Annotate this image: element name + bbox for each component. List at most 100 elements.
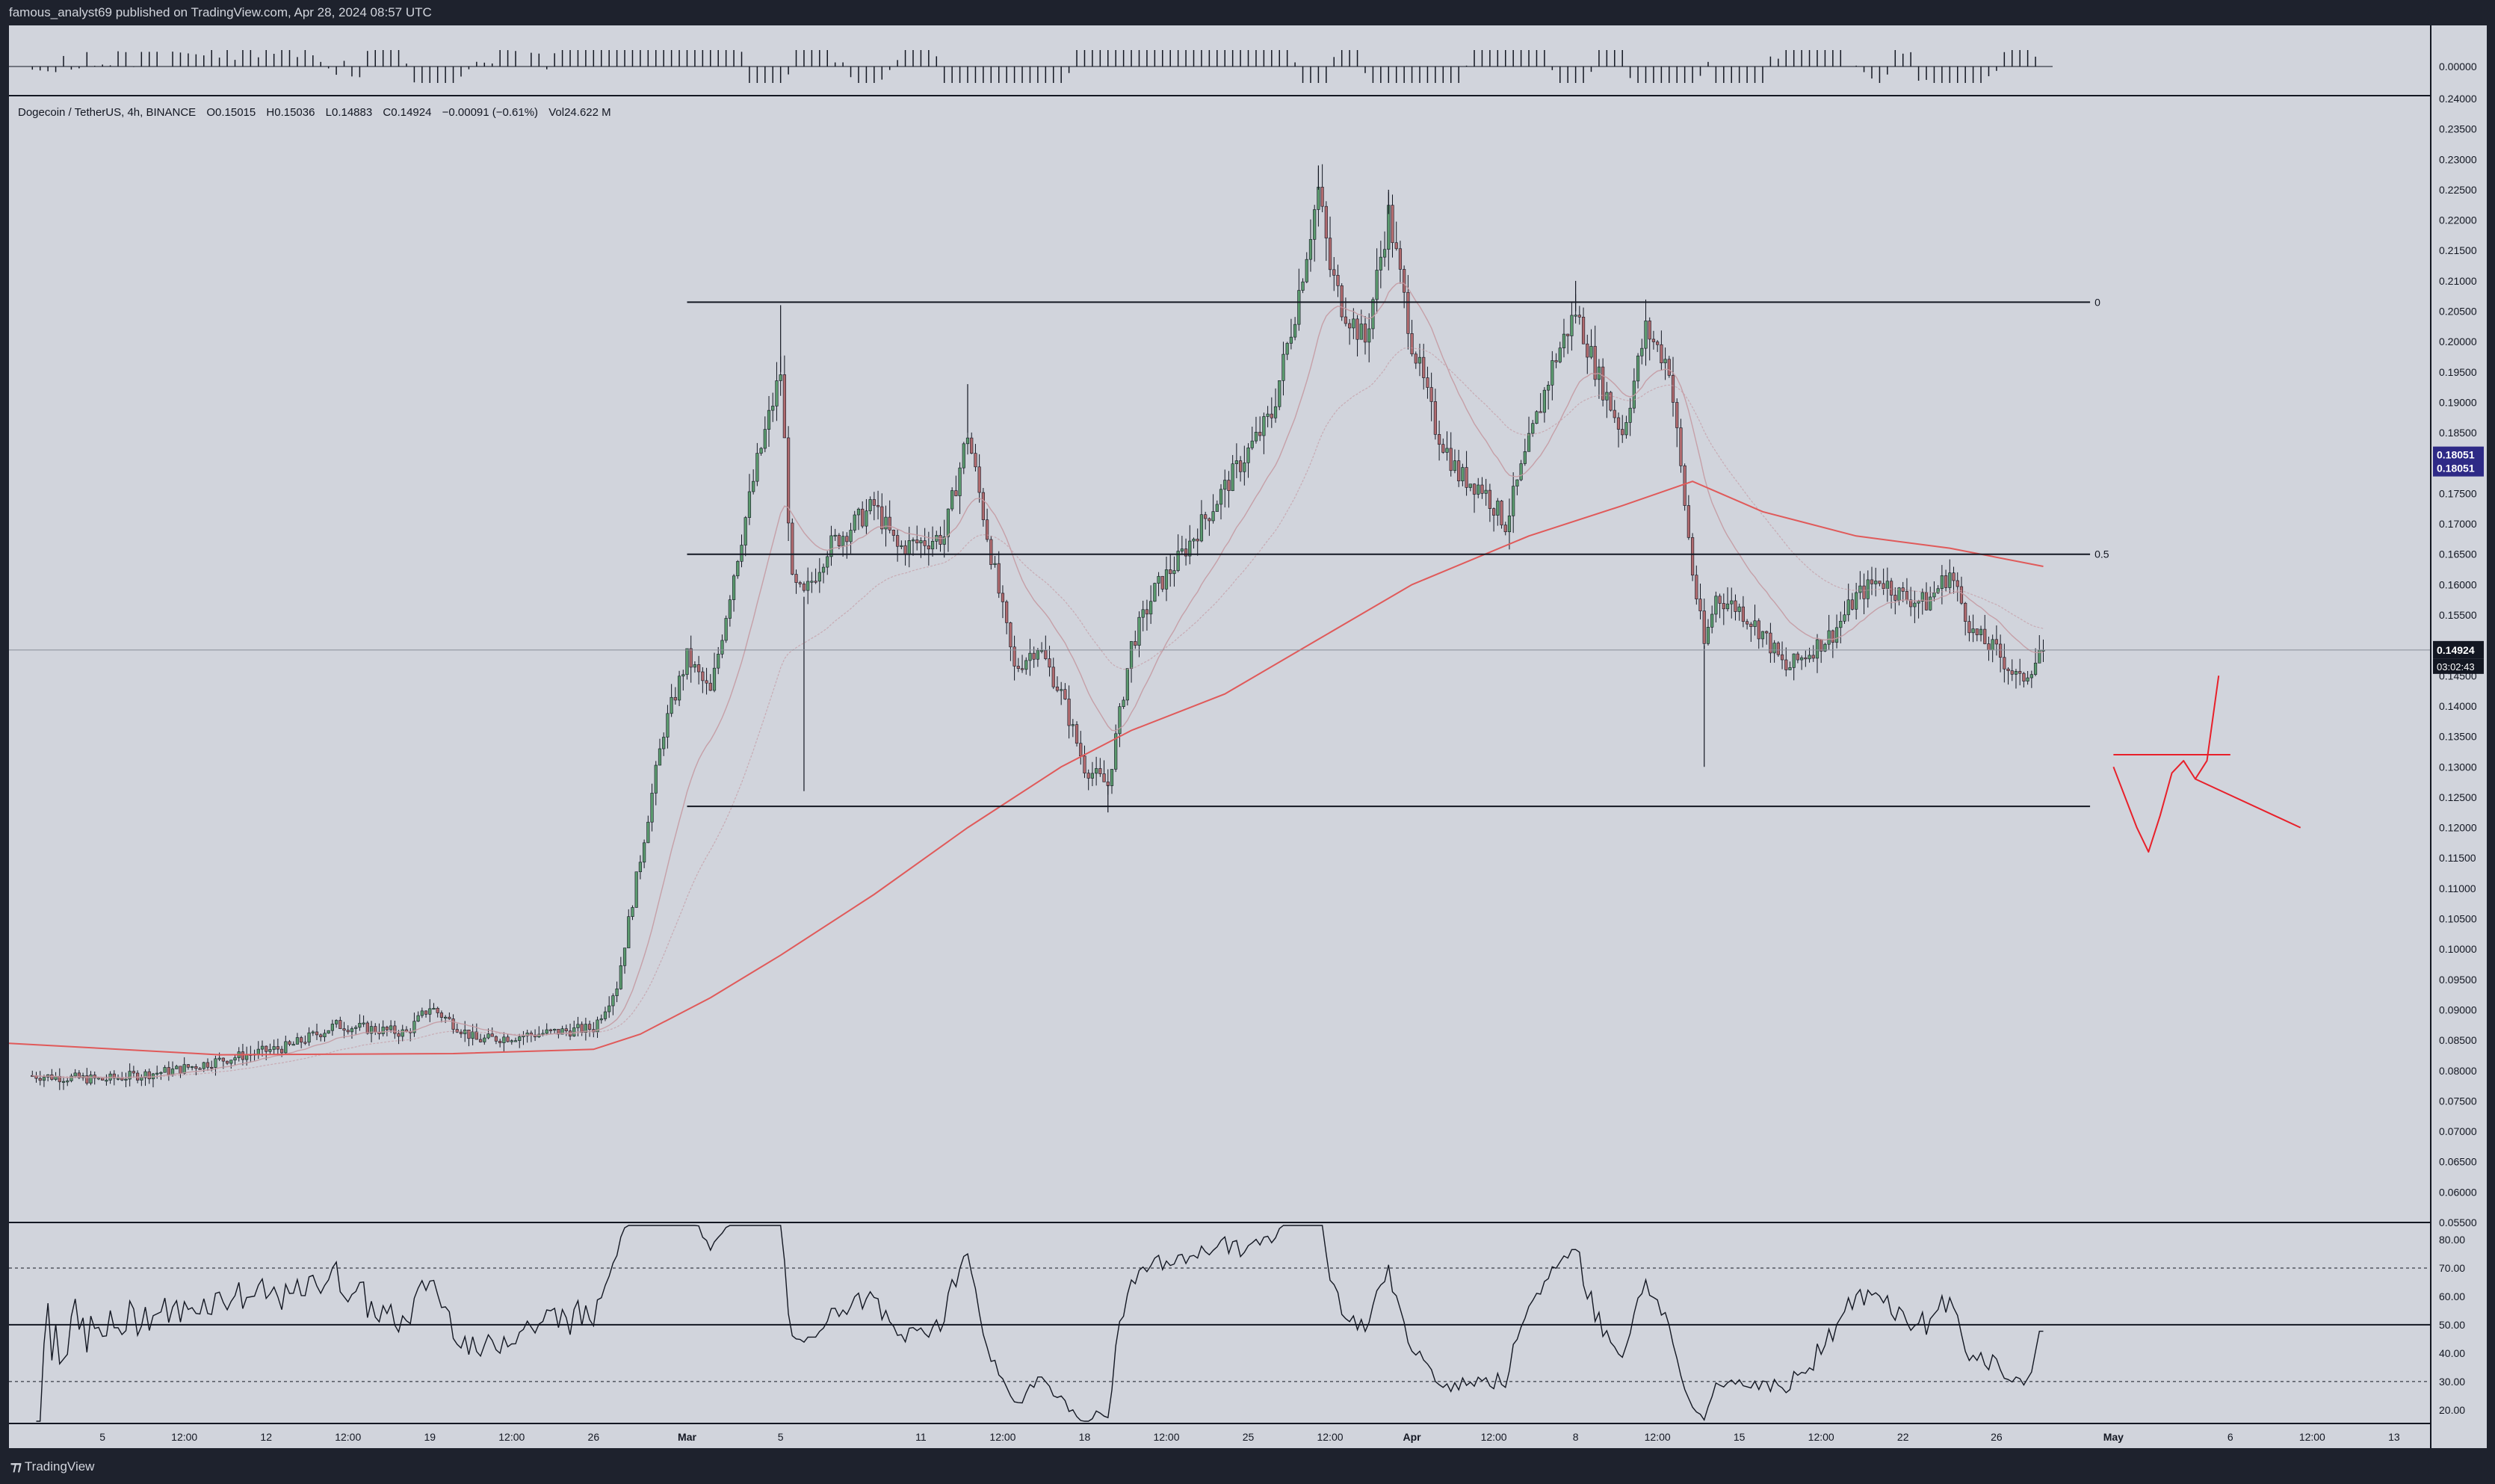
price-tick-label: 0.16000 [2439, 578, 2477, 590]
candle-body [1305, 259, 1308, 282]
candle-body [1971, 628, 1975, 634]
candle-body [985, 519, 989, 540]
candle-body [1542, 389, 1547, 413]
candle-body [576, 1024, 580, 1028]
candle-body [1866, 579, 1870, 599]
candle-body [210, 1066, 214, 1069]
candle-body [1367, 328, 1371, 343]
candle-body [759, 448, 763, 454]
candle-body [1628, 407, 1632, 423]
price-tick-label: 0.08500 [2439, 1034, 2477, 1046]
price-tick-label: 0.14000 [2439, 700, 2477, 712]
candle-body [1706, 627, 1710, 644]
candle-body [1929, 596, 1932, 610]
candle-body [1496, 501, 1500, 516]
candle-body [720, 640, 724, 655]
candle-body [1468, 483, 1472, 488]
candle-body [1227, 480, 1231, 491]
candle-body [677, 675, 681, 701]
candle-body [1671, 375, 1675, 403]
candle-body [1063, 689, 1067, 699]
price-axis[interactable]: 0.24000 0.23500 0.23000 0.22500 0.22000 0.215… [2430, 25, 2487, 1448]
candle-body [2003, 657, 2006, 670]
candle-body [1640, 347, 1644, 356]
candle-body [993, 563, 997, 566]
candle-body [229, 1060, 233, 1064]
candle-body [861, 508, 865, 527]
candle-body [1110, 769, 1114, 786]
candle-body [1044, 650, 1048, 659]
candle-body [1554, 360, 1558, 362]
candle-body [693, 664, 697, 668]
candle-body [1784, 659, 1788, 670]
time-tick-label: 19 [424, 1431, 436, 1443]
candle-body [1613, 409, 1616, 418]
candle-body [1815, 639, 1820, 659]
ma-20-line [32, 282, 2044, 1079]
candle-body [891, 530, 896, 536]
publish-bar: famous_analyst69 published on TradingVie… [0, 0, 2495, 25]
price-tick-label: 0.08000 [2439, 1065, 2477, 1077]
candle-body [140, 1077, 143, 1080]
rsi-tick-label: 70.00 [2439, 1262, 2465, 1274]
candle-body [1870, 579, 1874, 584]
candle-body [245, 1054, 249, 1060]
candle-body [1686, 505, 1690, 538]
oscillator-pane [9, 50, 2053, 83]
fib-level-label: 0.5 [2094, 548, 2109, 560]
candle-body [1991, 639, 1994, 651]
candle-body [1137, 616, 1141, 646]
candle-body [927, 545, 930, 550]
candle-body [896, 535, 900, 547]
candle-body [545, 1029, 548, 1034]
candle-body [1507, 516, 1512, 533]
candle-body [1375, 270, 1379, 300]
candle-body [1718, 596, 1722, 604]
candle-body [1959, 586, 1964, 604]
candle-body [1765, 631, 1769, 634]
candle-body [865, 510, 868, 527]
candle-body [1016, 666, 1020, 670]
candle-body [821, 566, 826, 573]
candle-body [205, 1062, 210, 1068]
candle-body [1301, 281, 1305, 291]
time-tick-label: 12:00 [2299, 1431, 2325, 1443]
candle-body [1820, 639, 1823, 652]
candle-body [260, 1045, 265, 1050]
candle-body [1944, 575, 1948, 588]
candle-body [1196, 539, 1199, 542]
candle-body [1308, 239, 1313, 260]
candle-body [907, 540, 911, 554]
candle-body [802, 584, 806, 591]
candle-body [826, 556, 829, 568]
candle-body [619, 965, 622, 989]
candle-body [350, 1028, 354, 1033]
candle-body [1551, 360, 1554, 386]
candle-body [1675, 402, 1679, 428]
candle-body [1917, 601, 1920, 604]
candle-body [685, 648, 689, 675]
candle-body [467, 1029, 471, 1039]
candle-body [872, 499, 876, 506]
candle-body [1188, 540, 1192, 557]
candle-body [439, 1012, 444, 1018]
candle-body [319, 1034, 323, 1037]
candle-body [1823, 643, 1827, 652]
candle-body [962, 443, 965, 469]
candle-body [1313, 209, 1317, 240]
tradingview-logo[interactable]: ⁊⁊ TradingView [10, 1459, 94, 1474]
candle-body [2029, 674, 2033, 678]
candle-body [1102, 773, 1106, 782]
candle-body [845, 536, 849, 542]
candle-body [666, 713, 670, 738]
candle-body [389, 1025, 393, 1030]
candle-body [1176, 551, 1180, 571]
candle-body [1437, 434, 1441, 445]
time-axis[interactable]: 5 12:00 12 12:00 19 12:00 26 Mar 5 11 12:00 18 12:00… [9, 1423, 2430, 1450]
candle-body [73, 1072, 77, 1077]
candle-body [354, 1027, 358, 1029]
candle-body [1406, 291, 1410, 334]
candle-body [970, 437, 974, 454]
chart-area[interactable]: 0 0.5 [9, 25, 2430, 1448]
time-tick-label: 15 [1734, 1431, 1746, 1443]
